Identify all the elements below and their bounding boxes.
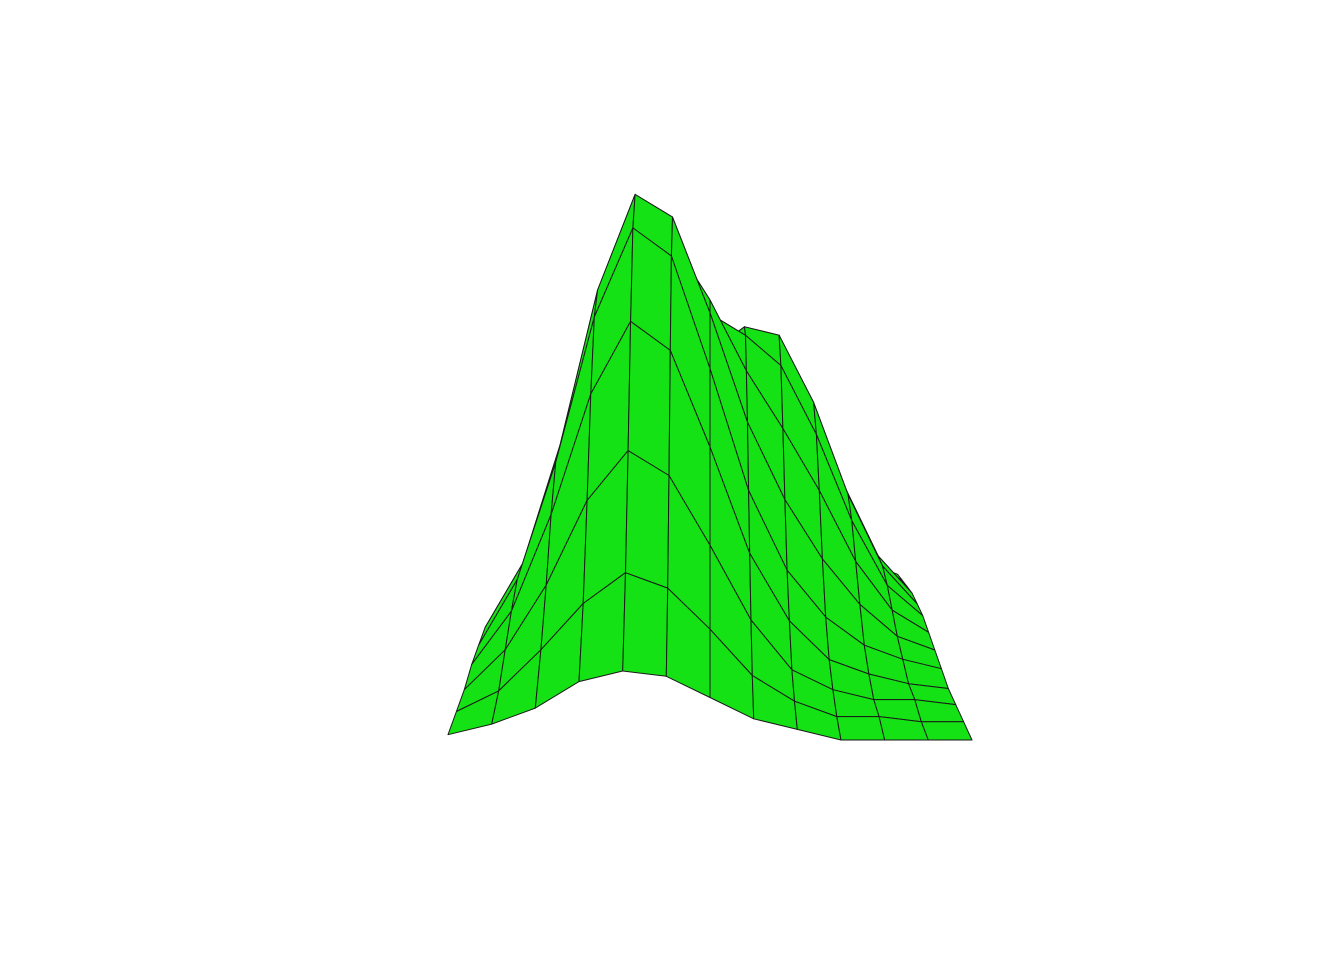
surface-facet: [625, 450, 670, 589]
surface-facet: [622, 572, 669, 677]
surface-facet: [836, 716, 886, 741]
surface-facet: [920, 721, 973, 741]
